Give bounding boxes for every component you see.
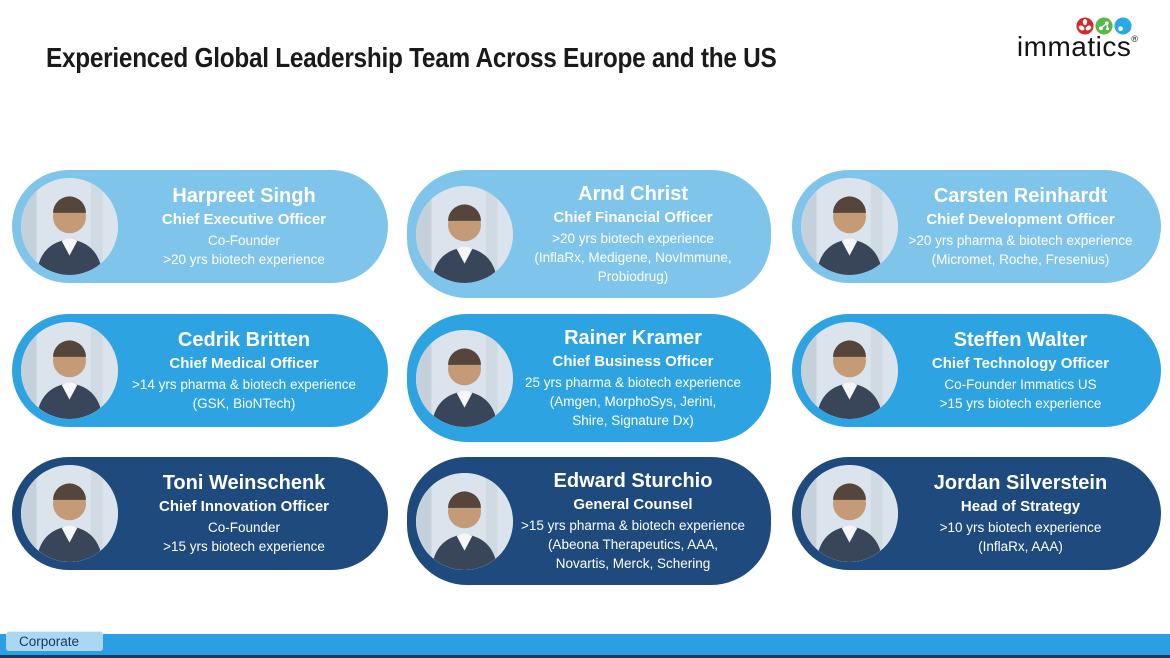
avatar	[416, 472, 513, 570]
team-card-jordan-silverstein: Jordan Silverstein Head of Strategy >10 …	[792, 457, 1161, 570]
team-card-arnd-christ: Arnd Christ Chief Financial Officer >20 …	[407, 170, 771, 298]
member-name: Edward Sturchio	[553, 470, 713, 493]
avatar	[416, 185, 513, 283]
member-details: >10 yrs biotech experience (InflaRx, AAA…	[939, 520, 1102, 555]
tab-corporate-label: Corporate	[19, 633, 80, 649]
team-card-cedrik-britten: Cedrik Britten Chief Medical Officer >14…	[12, 314, 388, 427]
member-name: Harpreet Singh	[172, 185, 316, 208]
member-title: Chief Business Officer	[552, 353, 714, 371]
logo-red-dot-icon	[1076, 17, 1094, 35]
tab-corporate[interactable]: Corporate	[6, 631, 103, 651]
member-details: >14 yrs pharma & biotech experience (GSK…	[131, 377, 356, 412]
member-name: Carsten Reinhardt	[933, 185, 1108, 208]
member-title: Chief Executive Officer	[161, 211, 327, 229]
slide-title: Experienced Global Leadership Team Acros…	[46, 42, 777, 73]
team-card-rainer-kramer: Rainer Kramer Chief Business Officer 25 …	[407, 314, 771, 442]
member-details: Co-Founder Immatics US >15 yrs biotech e…	[939, 377, 1102, 412]
avatar	[801, 322, 898, 419]
logo-wordmark-text: immatics	[1016, 31, 1132, 62]
member-name: Cedrik Britten	[177, 329, 311, 352]
member-name: Toni Weinschenk	[162, 472, 326, 495]
member-details: 25 yrs pharma & biotech experience (Amge…	[524, 375, 742, 429]
member-details: >20 yrs pharma & biotech experience (Mic…	[908, 233, 1133, 268]
member-details: >15 yrs pharma & biotech experience (Abe…	[520, 518, 745, 572]
logo-blue-dot-icon	[1114, 17, 1132, 35]
member-name: Steffen Walter	[953, 329, 1088, 352]
avatar	[416, 329, 513, 427]
team-card-harpreet-singh: Harpreet Singh Chief Executive Officer C…	[12, 170, 388, 283]
team-card-carsten-reinhardt: Carsten Reinhardt Chief Development Offi…	[792, 170, 1161, 283]
member-title: Chief Financial Officer	[553, 209, 713, 227]
member-title: Chief Technology Officer	[931, 355, 1110, 373]
member-details: Co-Founder >15 yrs biotech experience	[163, 520, 325, 555]
avatar	[21, 465, 118, 562]
member-title: Head of Strategy	[960, 498, 1081, 516]
logo-dots	[1002, 17, 1132, 35]
member-name: Rainer Kramer	[564, 327, 702, 350]
logo-green-dot-icon	[1095, 17, 1113, 35]
member-title: Chief Medical Officer	[169, 355, 319, 373]
footer-edge-line	[0, 655, 1170, 658]
logo-wordmark: immatics®	[1002, 33, 1138, 61]
immatics-logo: immatics®	[1002, 17, 1138, 61]
member-name: Jordan Silverstein	[933, 472, 1108, 495]
team-card-steffen-walter: Steffen Walter Chief Technology Officer …	[792, 314, 1161, 427]
member-name: Arnd Christ	[578, 183, 688, 206]
avatar	[801, 465, 898, 562]
member-title: General Counsel	[573, 496, 693, 514]
registered-mark: ®	[1131, 34, 1138, 44]
avatar	[801, 178, 898, 275]
avatar	[21, 322, 118, 419]
member-details: >20 yrs biotech experience (InflaRx, Med…	[534, 231, 732, 285]
member-title: Chief Development Officer	[926, 211, 1115, 229]
team-card-edward-sturchio: Edward Sturchio General Counsel >15 yrs …	[407, 457, 771, 585]
member-details: Co-Founder >20 yrs biotech experience	[163, 233, 325, 268]
team-card-toni-weinschenk: Toni Weinschenk Chief Innovation Officer…	[12, 457, 388, 570]
footer-bar	[0, 634, 1170, 655]
avatar	[21, 178, 118, 275]
member-title: Chief Innovation Officer	[158, 498, 329, 516]
